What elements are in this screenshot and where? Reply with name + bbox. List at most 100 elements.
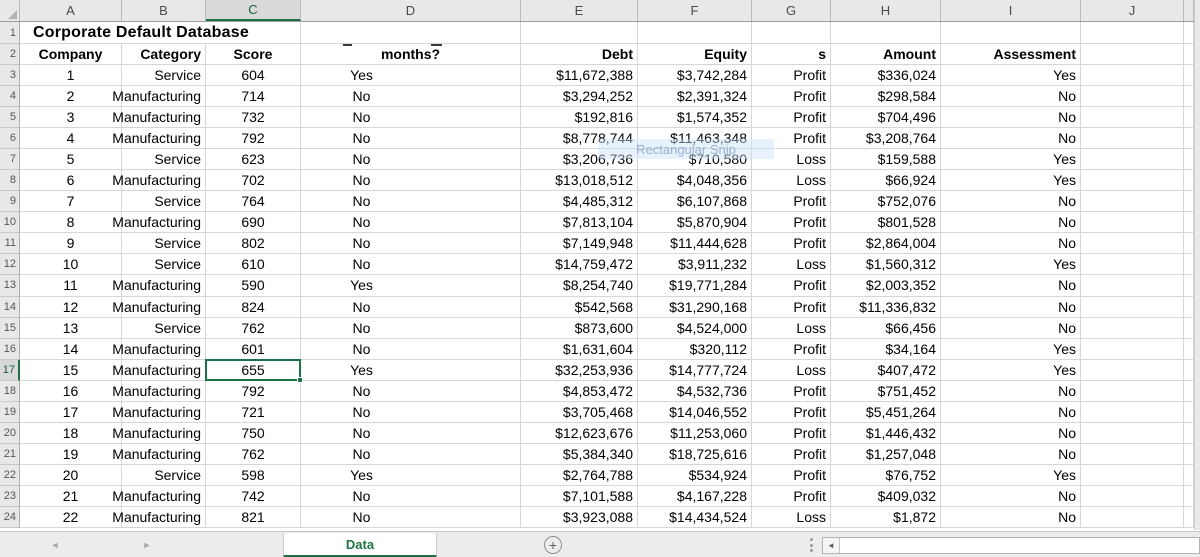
empty-cell[interactable]	[1184, 128, 1194, 150]
empty-cell[interactable]	[1081, 506, 1184, 529]
empty-cell[interactable]	[752, 22, 831, 44]
cell-A24[interactable]: 22	[20, 506, 122, 529]
cell-D17[interactable]: Yes	[301, 359, 521, 381]
cell-C6[interactable]: 792	[206, 128, 301, 150]
cell-D7[interactable]: No	[301, 149, 521, 171]
cell-H17[interactable]: $407,472	[831, 359, 941, 381]
cell-F8[interactable]: $4,048,356	[638, 170, 752, 192]
cell-F24[interactable]: $14,434,524	[638, 506, 752, 529]
cell-H24[interactable]: $1,872	[831, 506, 941, 529]
cell-I14[interactable]: No	[941, 296, 1081, 318]
cell-B22[interactable]: Service	[122, 464, 206, 486]
empty-cell[interactable]	[1081, 212, 1184, 234]
cell-B24[interactable]: Manufacturing	[112, 506, 206, 529]
empty-cell[interactable]	[941, 22, 1081, 44]
cell-F13[interactable]: $19,771,284	[638, 275, 752, 297]
column-title-category[interactable]: Category	[122, 44, 206, 65]
cell-I4[interactable]: No	[941, 86, 1081, 108]
row-header-5[interactable]: 5	[0, 107, 20, 129]
cell-E24[interactable]: $3,923,088	[521, 506, 638, 529]
cell-B23[interactable]: Manufacturing	[112, 485, 206, 507]
row-header-13[interactable]: 13	[0, 275, 20, 297]
cell-B6[interactable]: Manufacturing	[112, 128, 206, 150]
empty-cell[interactable]	[1184, 22, 1194, 44]
cell-F20[interactable]: $11,253,060	[638, 422, 752, 444]
empty-cell[interactable]	[1081, 65, 1184, 87]
column-title-amount[interactable]: Amount	[831, 44, 941, 65]
cell-D16[interactable]: No	[301, 338, 521, 360]
row-header-15[interactable]: 15	[0, 317, 20, 339]
cell-I8[interactable]: Yes	[941, 170, 1081, 192]
empty-cell[interactable]	[1081, 401, 1184, 423]
cell-I15[interactable]: No	[941, 317, 1081, 339]
cell-D6[interactable]: No	[301, 128, 521, 150]
cell-G14[interactable]: Profit	[752, 296, 831, 318]
cell-C19[interactable]: 721	[206, 401, 301, 423]
cell-H10[interactable]: $801,528	[831, 212, 941, 234]
cell-F18[interactable]: $4,532,736	[638, 380, 752, 402]
column-title-equity[interactable]: Equity	[638, 44, 752, 65]
sheet-title-cell[interactable]: Corporate Default Database	[20, 22, 301, 44]
cell-E18[interactable]: $4,853,472	[521, 380, 638, 402]
empty-cell[interactable]	[1184, 317, 1194, 339]
row-header-12[interactable]: 12	[0, 254, 20, 276]
cell-C15[interactable]: 762	[206, 317, 301, 339]
cell-B5[interactable]: Manufacturing	[112, 107, 206, 129]
empty-cell[interactable]	[301, 22, 521, 44]
cell-H23[interactable]: $409,032	[831, 485, 941, 507]
cell-F21[interactable]: $18,725,616	[638, 443, 752, 465]
cell-E4[interactable]: $3,294,252	[521, 86, 638, 108]
cell-D9[interactable]: No	[301, 191, 521, 213]
column-header-A[interactable]: A	[20, 0, 122, 21]
column-title-company[interactable]: Company	[20, 44, 122, 65]
cell-H5[interactable]: $704,496	[831, 107, 941, 129]
cell-C18[interactable]: 792	[206, 380, 301, 402]
cell-E11[interactable]: $7,149,948	[521, 233, 638, 255]
cell-B11[interactable]: Service	[122, 233, 206, 255]
cell-F6[interactable]: $11,463,348	[638, 128, 752, 150]
vertical-scrollbar-sliver[interactable]	[1194, 0, 1200, 530]
row-header-7[interactable]: 7	[0, 149, 20, 171]
cell-A4[interactable]: 2	[20, 86, 122, 108]
cell-A22[interactable]: 20	[20, 464, 122, 486]
cell-C16[interactable]: 601	[206, 338, 301, 360]
empty-cell[interactable]	[1184, 359, 1194, 381]
tabbar-resize-grip[interactable]	[810, 538, 814, 552]
empty-cell[interactable]	[1184, 422, 1194, 444]
cell-G16[interactable]: Profit	[752, 338, 831, 360]
empty-cell[interactable]	[1081, 170, 1184, 192]
cell-A6[interactable]: 4	[20, 128, 122, 150]
column-header-B[interactable]: B	[122, 0, 206, 21]
cell-G13[interactable]: Profit	[752, 275, 831, 297]
column-header-partial[interactable]	[1184, 0, 1194, 21]
row-header-16[interactable]: 16	[0, 338, 20, 360]
cell-D18[interactable]: No	[301, 380, 521, 402]
column-header-H[interactable]: H	[831, 0, 941, 21]
cell-H3[interactable]: $336,024	[831, 65, 941, 87]
cell-F23[interactable]: $4,167,228	[638, 485, 752, 507]
cell-D3[interactable]: Yes	[301, 65, 521, 87]
cell-B12[interactable]: Service	[122, 254, 206, 276]
cell-F7[interactable]: $710,580	[638, 149, 752, 171]
cell-F17[interactable]: $14,777,724	[638, 359, 752, 381]
cell-H14[interactable]: $11,336,832	[831, 296, 941, 318]
cell-E20[interactable]: $12,623,676	[521, 422, 638, 444]
cell-B10[interactable]: Manufacturing	[112, 212, 206, 234]
cell-F16[interactable]: $320,112	[638, 338, 752, 360]
cell-H20[interactable]: $1,446,432	[831, 422, 941, 444]
cell-H18[interactable]: $751,452	[831, 380, 941, 402]
cell-G22[interactable]: Profit	[752, 464, 831, 486]
cell-D12[interactable]: No	[301, 254, 521, 276]
cell-G15[interactable]: Loss	[752, 317, 831, 339]
cell-I5[interactable]: No	[941, 107, 1081, 129]
row-header-3[interactable]: 3	[0, 65, 20, 87]
empty-cell[interactable]	[1081, 380, 1184, 402]
cell-C14[interactable]: 824	[206, 296, 301, 318]
row-header-10[interactable]: 10	[0, 212, 20, 234]
cell-H21[interactable]: $1,257,048	[831, 443, 941, 465]
scroll-left-icon[interactable]: ◄	[823, 538, 840, 553]
empty-cell[interactable]	[1081, 191, 1184, 213]
cell-D13[interactable]: Yes	[301, 275, 521, 297]
empty-cell[interactable]	[1081, 464, 1184, 486]
cell-F9[interactable]: $6,107,868	[638, 191, 752, 213]
